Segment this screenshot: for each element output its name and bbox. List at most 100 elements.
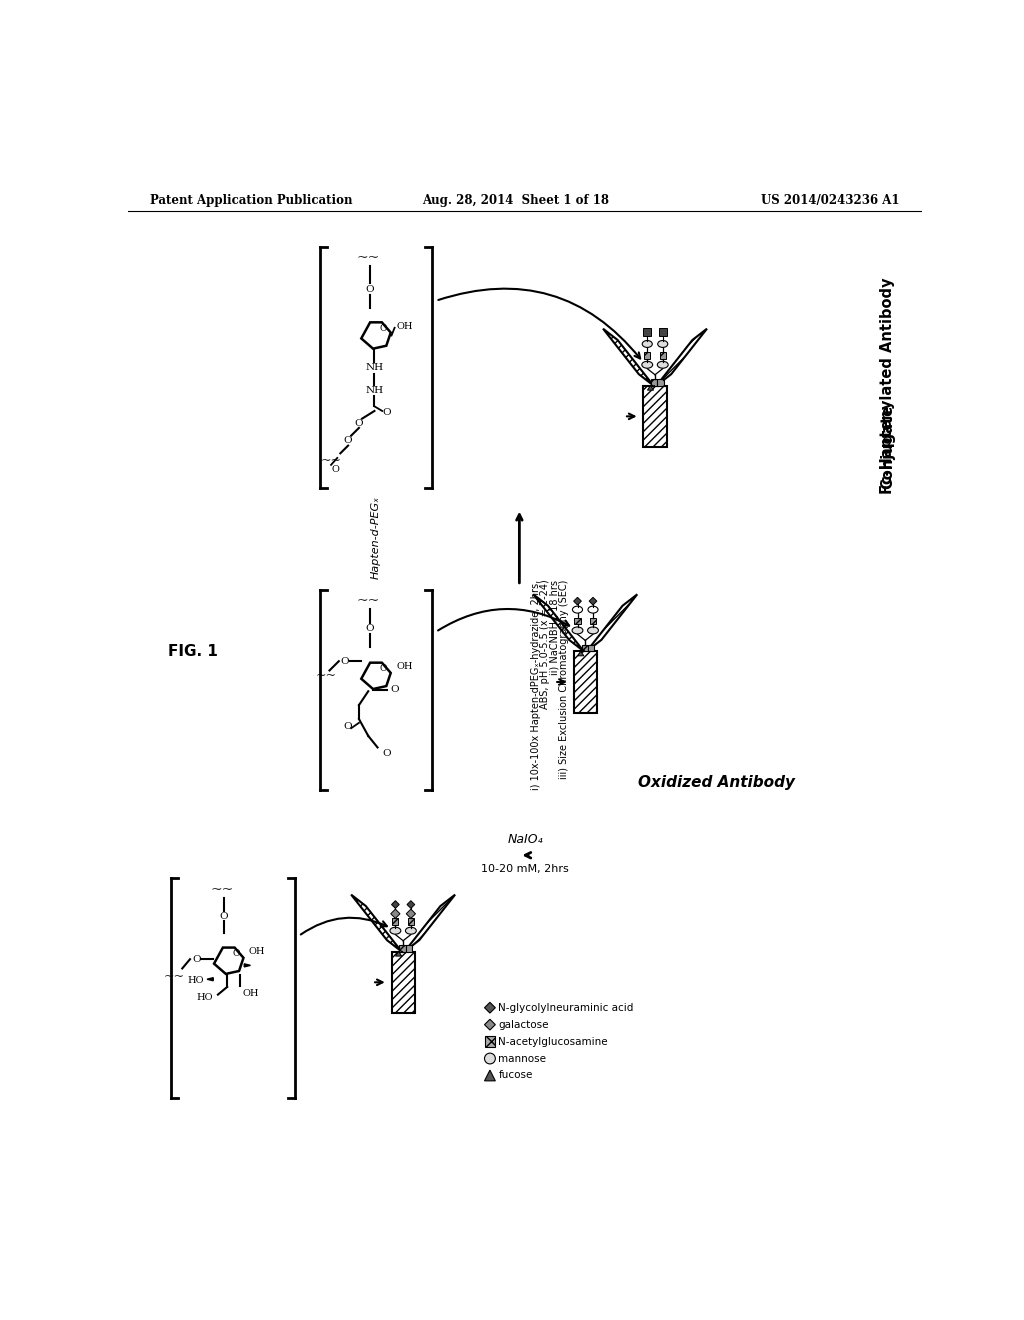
Polygon shape (245, 964, 251, 966)
Text: O: O (366, 285, 374, 294)
Text: N-glycolylneuraminic acid: N-glycolylneuraminic acid (499, 1003, 634, 1012)
Polygon shape (407, 909, 416, 919)
Text: ~~: ~~ (321, 454, 342, 467)
Polygon shape (603, 329, 653, 385)
Text: fucose: fucose (499, 1071, 532, 1081)
Text: ~~: ~~ (164, 970, 185, 982)
Ellipse shape (642, 341, 652, 347)
Polygon shape (573, 651, 597, 713)
Polygon shape (643, 327, 651, 335)
Polygon shape (534, 594, 584, 651)
Text: 10-20 mM, 2hrs: 10-20 mM, 2hrs (481, 865, 569, 874)
Polygon shape (578, 651, 584, 656)
Text: O: O (354, 418, 364, 428)
Text: O: O (341, 657, 349, 665)
Polygon shape (587, 594, 637, 651)
Polygon shape (644, 352, 650, 359)
Text: NaIO₄: NaIO₄ (507, 833, 543, 846)
Polygon shape (351, 895, 401, 952)
Polygon shape (657, 379, 664, 385)
Polygon shape (207, 978, 213, 981)
Text: O: O (366, 623, 374, 632)
Text: Patent Application Publication: Patent Application Publication (150, 194, 352, 207)
Polygon shape (391, 900, 399, 908)
Text: N-acetylglucosamine: N-acetylglucosamine (499, 1036, 608, 1047)
Text: galactose: galactose (499, 1019, 549, 1030)
Text: mannose: mannose (499, 1053, 547, 1064)
Text: NH: NH (366, 363, 384, 372)
Text: FIG. 1: FIG. 1 (168, 644, 218, 659)
Text: HO: HO (187, 977, 204, 985)
Polygon shape (404, 895, 455, 952)
Text: NH: NH (366, 385, 384, 395)
Ellipse shape (657, 362, 669, 368)
Ellipse shape (390, 927, 400, 935)
Polygon shape (361, 663, 391, 689)
Polygon shape (658, 327, 667, 335)
Polygon shape (659, 352, 666, 359)
Text: O: O (332, 465, 340, 474)
Polygon shape (588, 645, 594, 651)
Text: US 2014/0243236 A1: US 2014/0243236 A1 (762, 194, 900, 207)
Polygon shape (214, 948, 244, 974)
Polygon shape (399, 945, 406, 952)
Text: OH: OH (249, 946, 265, 956)
Text: HO: HO (197, 993, 213, 1002)
Text: Fc-Haptenylated Antibody: Fc-Haptenylated Antibody (880, 277, 895, 494)
Text: ii) NaCNBH₃, 18 hrs: ii) NaCNBH₃, 18 hrs (550, 579, 559, 675)
Text: ~~: ~~ (356, 594, 380, 609)
Ellipse shape (484, 1053, 496, 1064)
Polygon shape (656, 329, 707, 385)
Polygon shape (395, 952, 401, 956)
Text: OH: OH (396, 322, 413, 331)
Text: ~~: ~~ (356, 252, 380, 265)
Polygon shape (582, 645, 588, 651)
Text: O: O (220, 912, 228, 920)
Polygon shape (590, 618, 596, 624)
Polygon shape (484, 1019, 496, 1030)
Polygon shape (391, 952, 415, 1014)
Ellipse shape (588, 627, 598, 634)
Polygon shape (392, 919, 398, 924)
Text: O: O (344, 436, 352, 445)
Polygon shape (484, 1036, 496, 1047)
Text: Conjugate: Conjugate (880, 405, 895, 490)
Text: Hapten-d-PEGₓ: Hapten-d-PEGₓ (371, 496, 381, 578)
Text: iii) Size Exclusion Chromatography (SEC): iii) Size Exclusion Chromatography (SEC) (559, 579, 569, 779)
Text: O: O (382, 408, 391, 417)
Text: OH: OH (396, 663, 413, 671)
Text: O: O (382, 750, 391, 758)
Text: O: O (232, 949, 240, 958)
Text: O: O (344, 722, 352, 731)
Text: Aug. 28, 2014  Sheet 1 of 18: Aug. 28, 2014 Sheet 1 of 18 (422, 194, 609, 207)
Polygon shape (406, 945, 412, 952)
Text: ~~: ~~ (211, 883, 234, 896)
Text: O: O (390, 685, 398, 694)
Text: ABS, pH 5.0-5.5 (x = 2-24): ABS, pH 5.0-5.5 (x = 2-24) (541, 579, 550, 709)
Ellipse shape (642, 362, 652, 368)
Polygon shape (407, 900, 415, 908)
Text: Oxidized Antibody: Oxidized Antibody (639, 775, 796, 789)
Text: OH: OH (243, 990, 259, 998)
Polygon shape (647, 385, 653, 391)
Ellipse shape (572, 627, 583, 634)
Polygon shape (408, 919, 414, 924)
Polygon shape (643, 385, 667, 447)
Polygon shape (484, 1002, 496, 1014)
Polygon shape (391, 909, 400, 919)
Text: O: O (191, 954, 201, 964)
Polygon shape (589, 598, 597, 605)
Text: ~~: ~~ (315, 669, 337, 682)
Ellipse shape (572, 606, 583, 612)
Polygon shape (574, 618, 581, 624)
Text: O: O (380, 323, 387, 333)
Text: i) 10x-100x Hapten-dPEGₓ-hydrazide, 2hrs,: i) 10x-100x Hapten-dPEGₓ-hydrazide, 2hrs… (531, 579, 541, 789)
Polygon shape (651, 379, 657, 385)
Polygon shape (484, 1071, 496, 1081)
Polygon shape (361, 322, 391, 348)
Ellipse shape (588, 606, 598, 612)
Ellipse shape (657, 341, 668, 347)
Ellipse shape (406, 927, 417, 935)
Polygon shape (573, 598, 582, 605)
Text: O: O (380, 664, 387, 673)
